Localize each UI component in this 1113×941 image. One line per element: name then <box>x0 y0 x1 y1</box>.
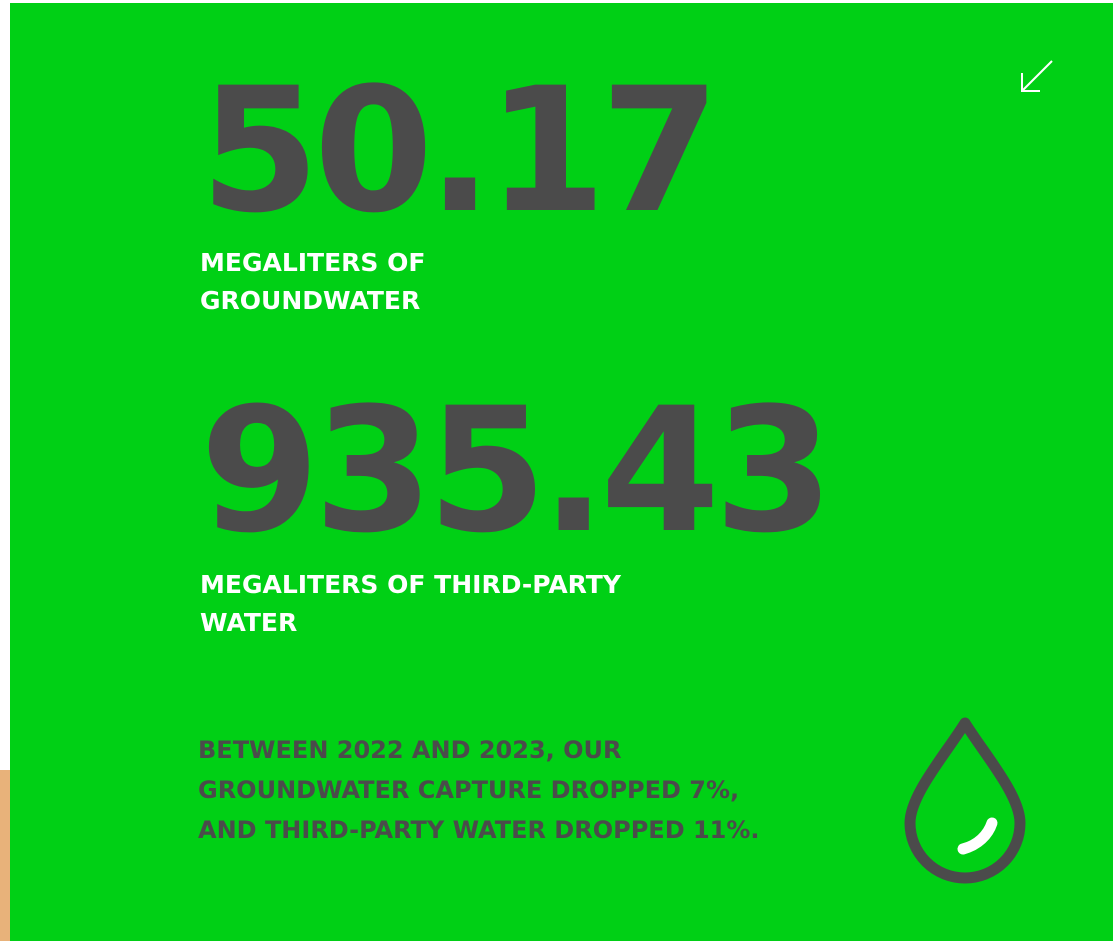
note: BETWEEN 2022 AND 2023, OUR GROUNDWATER C… <box>198 730 788 850</box>
stat-label: MEGALITERS OF THIRD-PARTY WATER <box>200 566 650 642</box>
background-image <box>0 770 10 941</box>
stat-label: MEGALITERS OF GROUNDWATER <box>200 244 650 320</box>
stat-value: 935.43 <box>200 385 828 557</box>
stat-value: 50.17 <box>200 65 714 237</box>
page: Water stats {"stats": [ {"value": "50.17… <box>0 0 1113 941</box>
collapse-button[interactable] <box>1018 59 1058 99</box>
water-drop-icon <box>900 715 1030 885</box>
body: 50.17 MEGALITERS OF GROUNDWATER 935.43 M… <box>0 0 1113 941</box>
stats-panel: 50.17 MEGALITERS OF GROUNDWATER 935.43 M… <box>10 3 1113 941</box>
